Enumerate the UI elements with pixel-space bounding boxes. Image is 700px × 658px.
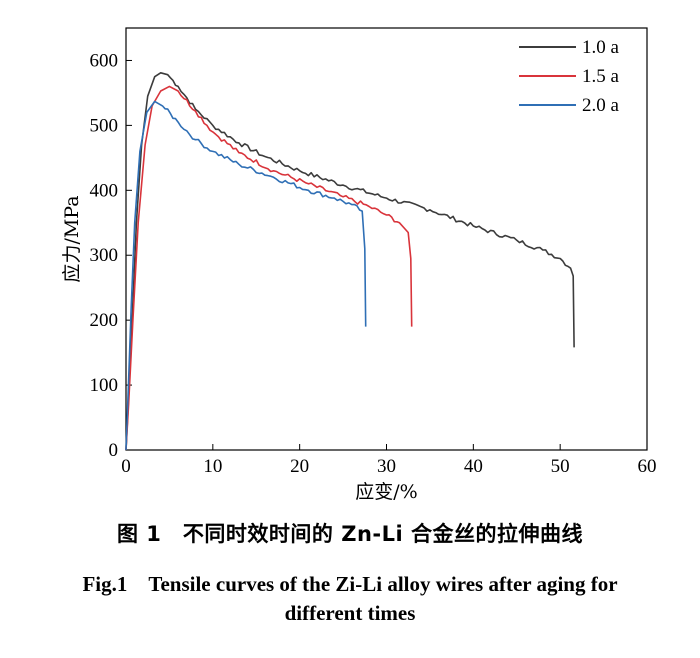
series-line-3 (125, 100, 367, 451)
y-tick-label: 200 (90, 310, 119, 331)
x-tick-label: 50 (551, 456, 570, 477)
x-axis: 0 10 20 30 40 50 60 (121, 444, 657, 477)
y-tick-label: 300 (90, 245, 119, 266)
series-line-1 (125, 72, 575, 451)
x-axis-title: 应变/% (355, 481, 417, 503)
y-tick-label: 400 (90, 180, 119, 201)
y-axis: 0 100 200 300 400 500 600 (90, 50, 132, 461)
y-axis-title: 应力/MPa (61, 195, 83, 282)
plot-frame (125, 27, 648, 451)
y-tick-label: 600 (90, 50, 119, 71)
legend-label-2: 1.5 a (582, 66, 620, 87)
x-tick-label: 10 (203, 456, 222, 477)
y-tick-label: 500 (90, 115, 119, 136)
legend-label-1: 1.0 a (582, 37, 620, 58)
legend: 1.0 a 1.5 a 2.0 a (519, 37, 620, 116)
figure-caption-chinese: 图 1 不同时效时间的 Zn-Li 合金丝的拉伸曲线 (116, 522, 584, 546)
series-line-2 (125, 85, 413, 451)
series-layer (125, 72, 575, 451)
x-tick-label: 20 (290, 456, 309, 477)
x-tick-label: 0 (121, 456, 131, 477)
x-tick-label: 30 (377, 456, 396, 477)
legend-label-3: 2.0 a (582, 95, 620, 116)
figure-caption-english-line2: different times (284, 601, 416, 625)
y-tick-label: 0 (109, 440, 119, 461)
y-tick-label: 100 (90, 375, 119, 396)
figure-caption-english-line1: Fig.1 Tensile curves of the Zi-Li alloy … (82, 572, 618, 596)
x-tick-label: 60 (638, 456, 657, 477)
x-tick-label: 40 (464, 456, 483, 477)
plot-area (125, 27, 648, 451)
